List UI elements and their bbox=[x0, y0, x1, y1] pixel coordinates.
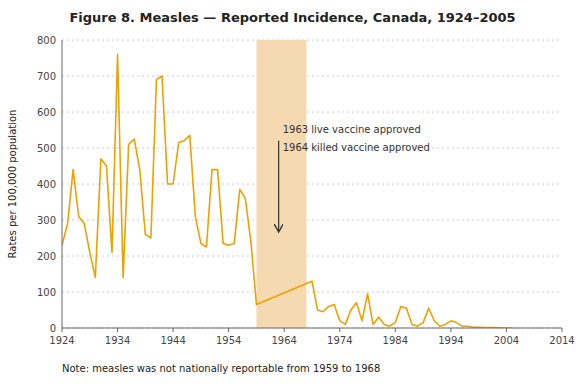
y-tick-label: 700 bbox=[37, 71, 56, 82]
x-tick bbox=[450, 328, 451, 332]
y-axis bbox=[62, 40, 63, 328]
x-tick bbox=[62, 328, 63, 332]
title: Figure 8. Measles — Reported Incidence, … bbox=[69, 10, 515, 25]
grid-line bbox=[62, 76, 562, 77]
x-tick-label: 1984 bbox=[383, 335, 408, 346]
note: Note: measles was not nationally reporta… bbox=[62, 363, 380, 374]
grid-line bbox=[62, 184, 562, 185]
grid-line bbox=[62, 292, 562, 293]
x-tick-label: 1924 bbox=[49, 335, 74, 346]
y-tick-label: 500 bbox=[37, 143, 56, 154]
x-tick bbox=[117, 328, 118, 332]
x-tick-label: 2014 bbox=[549, 335, 574, 346]
y-tick-label: 400 bbox=[37, 179, 56, 190]
annotation-text: 1964 killed vaccine approved bbox=[283, 142, 430, 153]
y-tick-label: 600 bbox=[37, 107, 56, 118]
x-tick-label: 1974 bbox=[327, 335, 352, 346]
y-tick-label: 100 bbox=[37, 287, 56, 298]
x-tick bbox=[284, 328, 285, 332]
plot-area bbox=[62, 40, 512, 328]
x-tick bbox=[395, 328, 396, 332]
grid-line bbox=[62, 112, 562, 113]
y-tick-label: 0 bbox=[50, 323, 56, 334]
x-tick-label: 1934 bbox=[105, 335, 130, 346]
chart: Figure 8. Measles — Reported Incidence, … bbox=[0, 0, 585, 386]
y-tick-label: 300 bbox=[37, 215, 56, 226]
x-tick bbox=[173, 328, 174, 332]
x-tick-label: 1954 bbox=[216, 335, 241, 346]
x-tick bbox=[506, 328, 507, 332]
x-tick-label: 1964 bbox=[271, 335, 296, 346]
line bbox=[62, 54, 512, 328]
shade bbox=[256, 40, 306, 328]
x-tick-label: 1944 bbox=[160, 335, 185, 346]
grid-line bbox=[62, 328, 562, 329]
x-tick-label: 1994 bbox=[438, 335, 463, 346]
y-axis-label: Rates per 100,000 population bbox=[7, 110, 18, 259]
annotation-text: 1963 live vaccine approved bbox=[283, 124, 421, 135]
x-tick bbox=[562, 328, 563, 332]
x-tick-label: 2004 bbox=[494, 335, 519, 346]
y-tick-label: 800 bbox=[37, 35, 56, 46]
annotation-arrow bbox=[278, 141, 279, 231]
grid-line bbox=[62, 220, 562, 221]
x-axis bbox=[62, 328, 562, 329]
y-tick-label: 200 bbox=[37, 251, 56, 262]
x-tick bbox=[228, 328, 229, 332]
grid-line bbox=[62, 40, 562, 41]
x-tick bbox=[339, 328, 340, 332]
grid-line bbox=[62, 256, 562, 257]
